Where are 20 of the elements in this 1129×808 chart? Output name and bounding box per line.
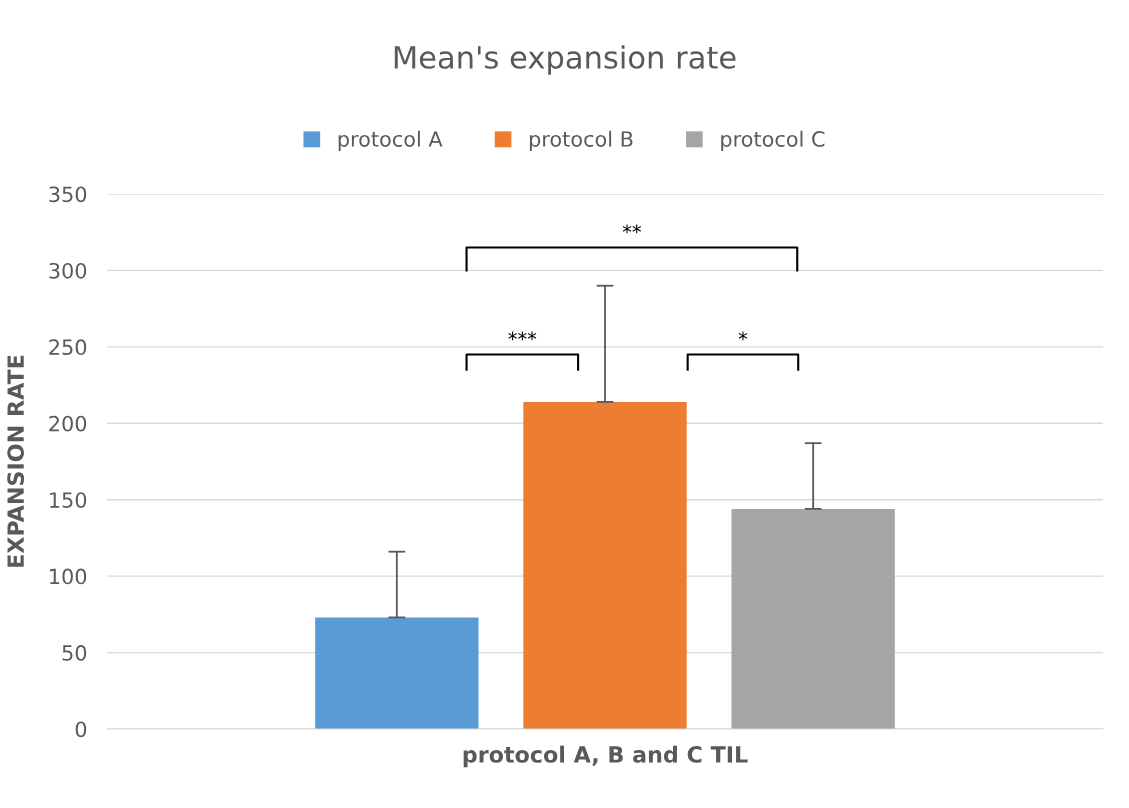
legend-label: protocol A bbox=[338, 130, 443, 151]
y-tick-label: 100 bbox=[50, 568, 87, 585]
y-tick-label: 250 bbox=[49, 339, 87, 356]
x-tick-label: protocol A, B and C TIL bbox=[463, 745, 748, 768]
bar bbox=[731, 508, 895, 729]
y-tick-label: 350 bbox=[49, 186, 87, 203]
bar bbox=[523, 401, 687, 729]
y-tick-label: 0 bbox=[75, 721, 87, 738]
chart-title: Mean's expansion rate bbox=[394, 45, 736, 75]
annotation: *** bbox=[508, 331, 537, 341]
y-tick-label: 150 bbox=[50, 492, 87, 508]
annotation: * bbox=[738, 331, 748, 341]
annotation: ** bbox=[622, 224, 642, 234]
legend-label: protocol B bbox=[529, 130, 633, 151]
legend-label: protocol C bbox=[721, 130, 825, 151]
y-axis-title: EXPANSION RATE bbox=[7, 355, 25, 567]
y-tick-label: 50 bbox=[62, 645, 87, 661]
y-tick-label: 200 bbox=[49, 415, 87, 432]
bar bbox=[315, 617, 479, 729]
y-tick-label: 300 bbox=[49, 262, 87, 279]
